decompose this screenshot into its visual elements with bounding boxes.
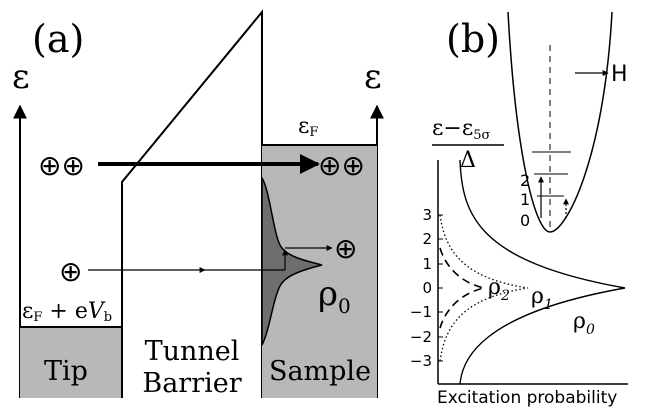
sample-resonance-dos — [261, 175, 323, 346]
potential-well-curve — [507, 11, 613, 233]
curve-label-rho-0: ρ0 — [573, 309, 595, 338]
tip-charges-upper: ⊕⊕ — [38, 149, 85, 182]
y-tick-label: −3 — [410, 352, 432, 370]
curve-rho-1 — [439, 214, 529, 362]
y-tick-label: 3 — [422, 206, 432, 224]
y-tick-label: 1 — [422, 255, 432, 273]
tip-label: Tip — [44, 356, 88, 387]
curve-rho-0 — [459, 159, 626, 385]
vibrational-potential-inset: H 2 1 0 — [507, 11, 628, 233]
dos-label: ρ0 — [318, 274, 351, 318]
tip-filled-states — [20, 327, 122, 398]
barrier-label-line2: Barrier — [142, 368, 241, 399]
sample-fermi-level-label: εF — [298, 114, 318, 140]
y-tick-label: 0 — [422, 279, 432, 297]
curve-label-rho-1: ρ1 — [531, 284, 553, 313]
vib-level-label: 1 — [520, 190, 530, 209]
barrier-label-line1: Tunnel — [145, 336, 240, 367]
panel-a-label: (a) — [32, 17, 84, 61]
vib-level-label: 0 — [520, 211, 530, 230]
y-tick-label: −1 — [410, 303, 432, 321]
tip-energy-axis-label: ε — [12, 57, 30, 97]
y-axis-label-denominator: Δ — [460, 148, 476, 173]
panel-b: (b) ε−ε5σ Δ Excitation probability 3 2 1… — [410, 11, 628, 408]
x-axis-label: Excitation probability — [437, 388, 617, 408]
tip-fermi-level-label: εF + eVb — [22, 299, 112, 325]
field-label: H — [611, 62, 628, 87]
sample-charge-lower: ⊕ — [334, 232, 357, 265]
sample-energy-axis-label: ε — [364, 57, 382, 97]
curve-rho-2 — [439, 247, 485, 329]
y-tick-label: 2 — [422, 230, 432, 248]
curve-label-rho-2: ρ2 — [488, 275, 510, 304]
panel-a: (a) ε ε Tip εF + eVb Tunnel Barrier εF S… — [12, 9, 384, 399]
panel-b-label: (b) — [446, 17, 500, 61]
y-axis-label-numerator: ε−ε5σ — [432, 116, 491, 143]
sample-label: Sample — [269, 356, 371, 387]
tip-charge-lower: ⊕ — [59, 255, 82, 288]
vib-level-label: 2 — [520, 171, 530, 190]
y-tick-label: −2 — [410, 328, 432, 346]
sample-charges-upper: ⊕⊕ — [318, 149, 365, 182]
